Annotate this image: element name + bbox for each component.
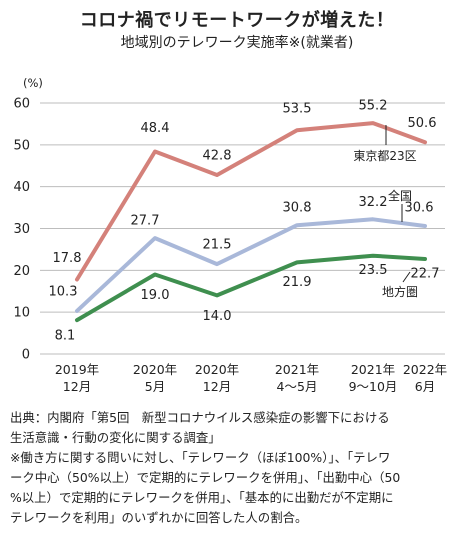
y-tick-label: 10: [13, 306, 30, 321]
data-label: 22.7: [411, 267, 440, 282]
data-label: 8.1: [55, 329, 76, 344]
data-label: 55.2: [359, 99, 388, 114]
y-tick-label: 0: [22, 348, 30, 363]
series-line: [75, 253, 427, 323]
y-tick-label: 20: [13, 264, 30, 279]
note-line: ーク中心（50%以上）で定期的にテレワークを併用」、「出勤中心（50: [10, 470, 401, 485]
data-label: 27.7: [131, 214, 160, 229]
data-label: 30.8: [283, 201, 312, 216]
data-label: 32.2: [359, 195, 388, 210]
note-line: ※働き方に関する問いに対し、「テレワーク（ほぼ100%）」、「テレワ: [10, 450, 391, 465]
series-name-label: 東京都23区: [353, 149, 416, 163]
x-tick-label: 2021年: [275, 362, 319, 377]
y-tick-label: 30: [13, 222, 30, 237]
chart-title: コロナ禍でリモートワークが増えた！: [79, 10, 395, 31]
series-name-label: 地方圏: [382, 284, 418, 299]
x-tick-label: 2021年: [351, 362, 395, 377]
y-tick-label: 50: [13, 138, 30, 153]
data-label: 30.6: [405, 200, 434, 215]
leader-line: [402, 271, 411, 283]
x-tick-label: 12月: [203, 379, 231, 394]
data-label: 10.3: [49, 284, 78, 299]
data-label: 21.9: [283, 275, 312, 290]
data-label: 17.8: [53, 251, 82, 266]
x-tick-label: 2019年: [55, 362, 99, 377]
data-label: 48.4: [141, 121, 170, 136]
x-tick-label: 9～10月: [349, 379, 398, 394]
x-tick-label: 2022年: [403, 362, 447, 377]
data-label: 23.5: [359, 263, 388, 278]
data-label: 21.5: [203, 238, 232, 253]
data-label: 42.8: [203, 148, 232, 163]
x-tick-label: 2020年: [195, 362, 239, 377]
chart-subtitle: 地域別のテレワーク実施率※(就業者): [120, 35, 354, 51]
line-chart: 0 10 20 30 40 50 60 (%) 2019年 12月 2020年 5月 2020年 12月 2…: [13, 76, 447, 394]
data-label: 19.0: [141, 288, 170, 303]
note-line: 生活意識・行動の変化に関する調査」: [10, 430, 221, 445]
note-line: %以上）で定期的にテレワークを併用」、「基本的に出勤だが不定期に: [10, 490, 394, 505]
x-tick-label: 6月: [415, 379, 435, 394]
x-tick-label: 12月: [63, 379, 91, 394]
y-tick-label: 60: [13, 97, 30, 112]
x-tick-label: 4～5月: [277, 379, 318, 394]
x-tick-label: 2020年: [133, 362, 177, 377]
note-line: 出典：内閣府「第5回 新型コロナウイルス感染症の影響下における: [10, 410, 390, 425]
x-tick-label: 5月: [145, 379, 165, 394]
source-notes: 出典：内閣府「第5回 新型コロナウイルス感染症の影響下における 生活意識・行動の…: [10, 408, 466, 528]
data-label: 53.5: [283, 102, 312, 117]
data-label: 50.6: [408, 116, 437, 131]
series-line: [75, 121, 427, 282]
series-line: [75, 217, 427, 313]
data-label: 14.0: [203, 309, 232, 324]
y-tick-label: 40: [13, 180, 30, 195]
note-line: テレワークを利用」のいずれかに回答した人の割合。: [10, 510, 308, 525]
series-name-label: 全国: [388, 188, 412, 203]
y-axis-label: (%): [23, 76, 43, 90]
